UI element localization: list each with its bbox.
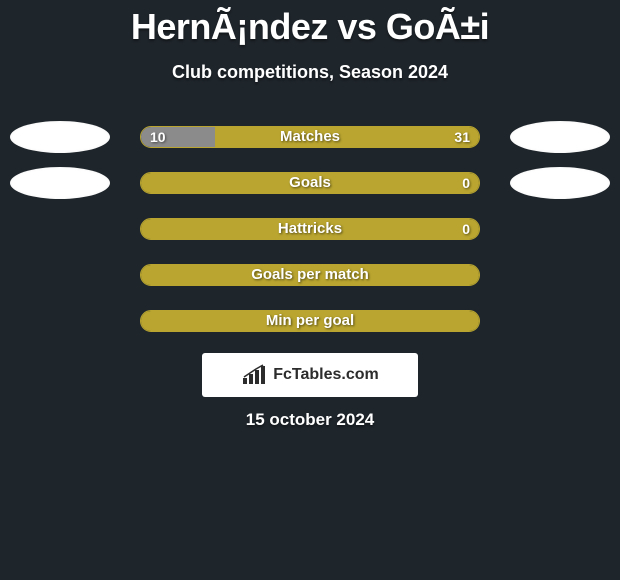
stat-track (140, 264, 480, 286)
stat-track (140, 310, 480, 332)
stat-value-left: 10 (150, 126, 166, 148)
player-left-bubble (10, 167, 110, 199)
stat-track (140, 218, 480, 240)
comparison-chart: 1031Matches0Goals0HattricksGoals per mat… (0, 126, 620, 356)
stat-fill-right (141, 219, 479, 239)
stat-fill-right (141, 265, 479, 285)
stat-row: Goals per match (0, 264, 620, 310)
stat-fill-right (141, 311, 479, 331)
player-right-bubble (510, 167, 610, 199)
stat-row: 0Hattricks (0, 218, 620, 264)
stat-track (140, 172, 480, 194)
stat-row: 0Goals (0, 172, 620, 218)
stat-value-right: 0 (462, 172, 470, 194)
stat-value-right: 31 (454, 126, 470, 148)
snapshot-date: 15 october 2024 (0, 410, 620, 430)
stat-row: Min per goal (0, 310, 620, 356)
stat-track (140, 126, 480, 148)
stat-fill-right (215, 127, 479, 147)
page-subtitle: Club competitions, Season 2024 (0, 62, 620, 83)
comparison-card: HernÃ¡ndez vs GoÃ±i Club competitions, S… (0, 0, 620, 580)
stat-fill-right (141, 173, 479, 193)
chart-bars-icon (241, 364, 269, 386)
brand-text: FcTables.com (273, 366, 379, 384)
stat-value-right: 0 (462, 218, 470, 240)
brand-badge: FcTables.com (202, 353, 418, 397)
player-right-bubble (510, 121, 610, 153)
stat-row: 1031Matches (0, 126, 620, 172)
player-left-bubble (10, 121, 110, 153)
page-title: HernÃ¡ndez vs GoÃ±i (0, 0, 620, 48)
